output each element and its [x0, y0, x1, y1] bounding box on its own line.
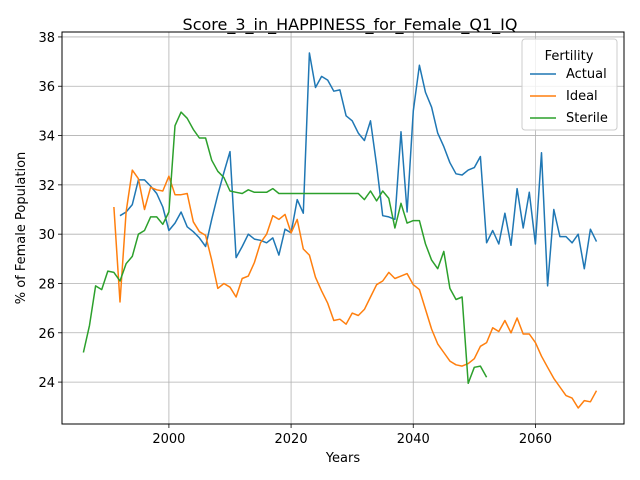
plot-frame — [61, 31, 625, 425]
y-tick-label: 24 — [38, 376, 55, 391]
y-tick-label: 28 — [38, 277, 55, 292]
axis-ticks: 2000 2020 2040 2060 24 26 28 30 32 34 36 38 — [38, 31, 552, 447]
y-tick-label: 34 — [38, 130, 55, 145]
legend-label-sterile: Sterile — [566, 111, 608, 126]
y-axis-title: % of Female Population — [14, 152, 29, 305]
x-tick-label: 2020 — [275, 432, 308, 447]
x-tick-label: 2000 — [152, 432, 185, 447]
legend: Fertility Actual Ideal Sterile — [521, 38, 618, 131]
series-line-sterile — [82, 111, 488, 385]
y-tick-label: 30 — [38, 228, 55, 243]
legend-label-ideal: Ideal — [566, 89, 598, 104]
x-tick-label: 2060 — [519, 432, 552, 447]
y-tick-label: 32 — [38, 179, 55, 194]
chart-title: Score_3_in_HAPPINESS_for_Female_Q1_IQ — [183, 15, 518, 35]
y-tick-label: 26 — [38, 327, 55, 342]
y-tick-label: 36 — [38, 80, 55, 95]
legend-box — [521, 38, 618, 131]
series-line-actual — [119, 52, 598, 287]
legend-label-actual: Actual — [566, 67, 607, 82]
x-axis-title: Years — [325, 451, 361, 466]
series-layer — [82, 52, 598, 409]
y-tick-label: 38 — [38, 31, 55, 46]
legend-title: Fertility — [545, 49, 594, 64]
x-tick-label: 2040 — [397, 432, 430, 447]
series-line-ideal — [113, 169, 598, 409]
